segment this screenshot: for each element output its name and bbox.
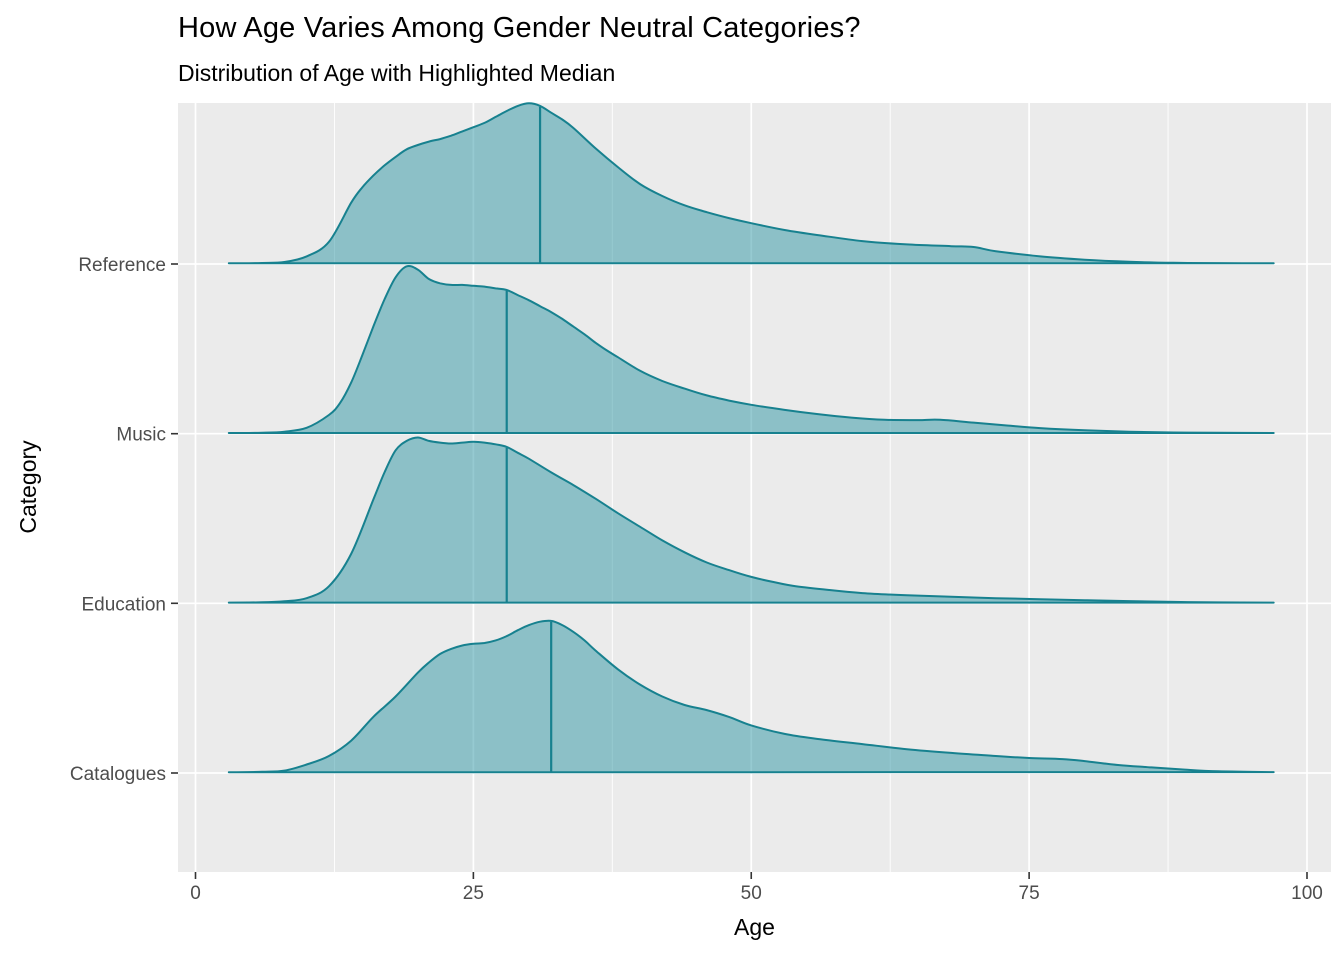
plot-title: How Age Varies Among Gender Neutral Cate… bbox=[178, 12, 861, 44]
y-tick-label-music: Music bbox=[116, 425, 166, 446]
x-tick-label-75: 75 bbox=[1019, 883, 1040, 904]
y-tick-label-education: Education bbox=[81, 594, 166, 615]
y-tick-label-reference: Reference bbox=[78, 255, 166, 276]
y-axis-title: Category bbox=[15, 440, 41, 534]
x-tick-label-50: 50 bbox=[741, 883, 762, 904]
x-tick-label-25: 25 bbox=[463, 883, 484, 904]
ridge-catalogues bbox=[227, 619, 1275, 774]
ridge-education bbox=[227, 436, 1275, 604]
x-axis-title: Age bbox=[734, 914, 775, 940]
x-tick-label-100: 100 bbox=[1291, 883, 1323, 904]
ridge-reference bbox=[227, 102, 1275, 265]
ridge-music bbox=[227, 264, 1275, 434]
x-tick-label-0: 0 bbox=[190, 883, 201, 904]
y-tick-label-catalogues: Catalogues bbox=[70, 764, 166, 785]
plot-subtitle: Distribution of Age with Highlighted Med… bbox=[178, 60, 616, 86]
